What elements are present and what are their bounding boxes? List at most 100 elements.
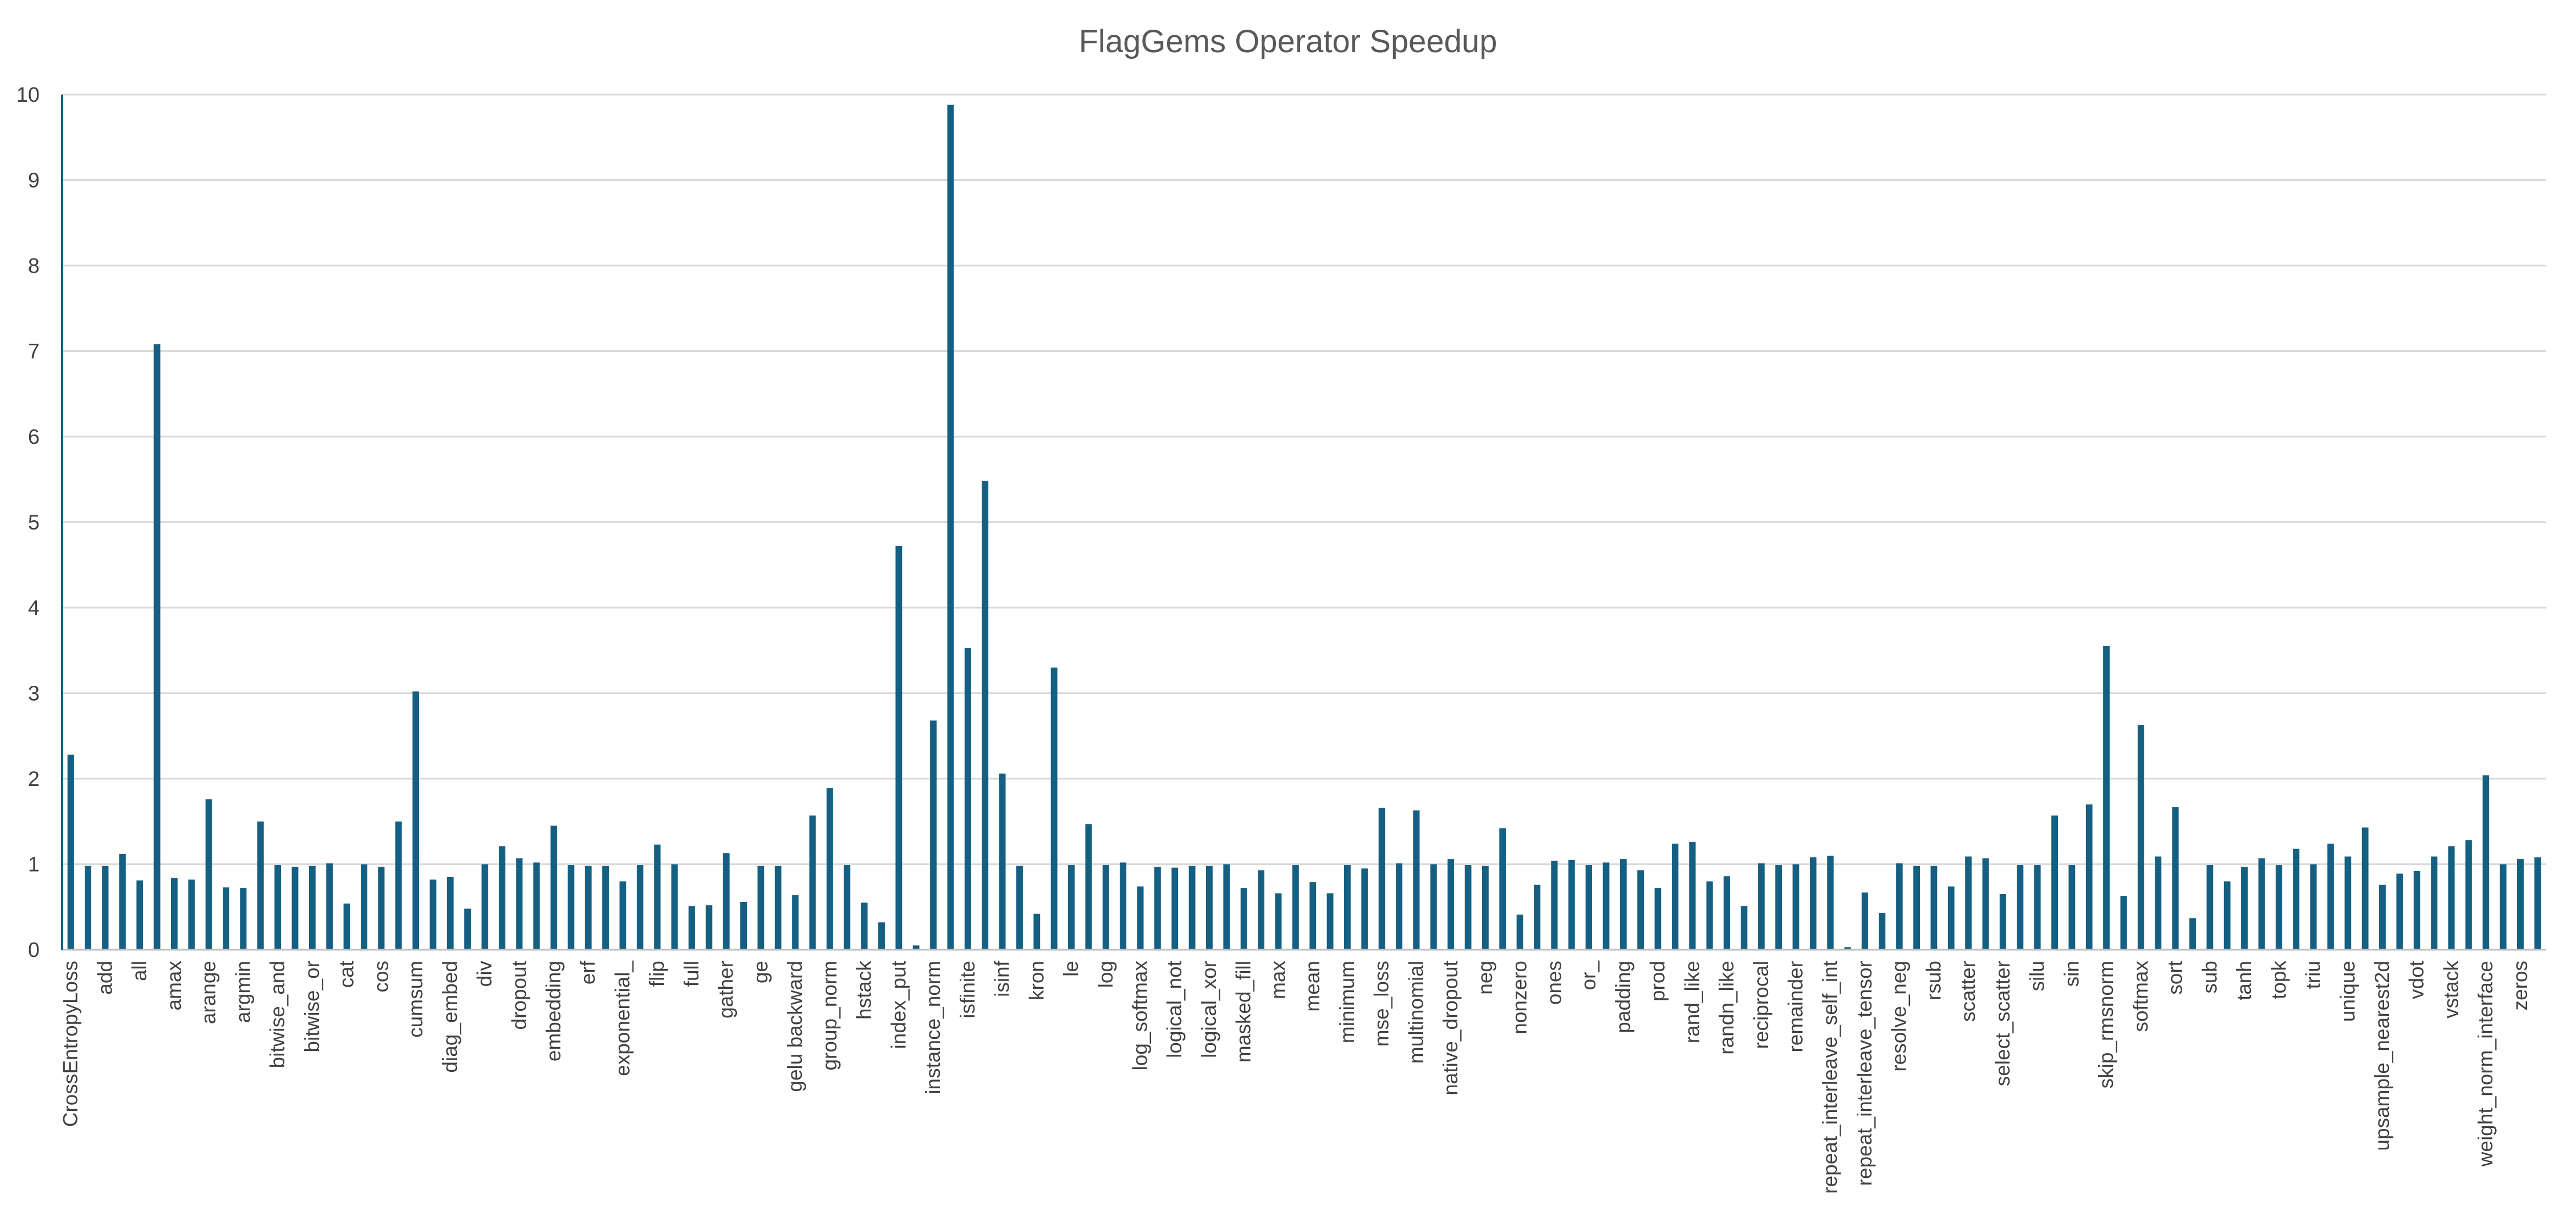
bar <box>1154 867 1161 950</box>
bar <box>585 866 592 950</box>
x-tick-label: full <box>680 961 703 987</box>
x-tick-label: reciprocal <box>1750 961 1773 1049</box>
bar <box>2327 844 2334 950</box>
y-tick-label: 10 <box>16 84 40 107</box>
bar <box>2413 871 2420 950</box>
bar <box>2310 864 2317 950</box>
x-tick-label: div <box>474 961 496 987</box>
x-tick-label: log_softmax <box>1129 961 1152 1071</box>
bar <box>1499 828 1506 950</box>
bar <box>2172 807 2179 950</box>
bar <box>430 879 437 950</box>
bar <box>1913 866 1920 950</box>
x-tick-label: isfinite <box>956 961 979 1018</box>
y-tick-label: 7 <box>28 340 40 364</box>
y-tick-label: 2 <box>28 768 40 791</box>
bar <box>1344 865 1351 950</box>
x-tick-label: padding <box>1612 961 1634 1033</box>
bar <box>309 866 316 950</box>
bar <box>378 867 385 950</box>
y-tick-label: 0 <box>28 939 40 962</box>
bar <box>1275 893 1282 950</box>
x-tick-label: mse_loss <box>1370 961 1393 1047</box>
bar <box>930 720 937 950</box>
bar <box>1240 888 1247 950</box>
x-tick-label: hstack <box>853 961 876 1020</box>
x-tick-label: triu <box>2302 961 2325 989</box>
x-tick-label: sin <box>2060 961 2083 987</box>
x-tick-label: rsub <box>1922 961 1945 1000</box>
x-tick-label: argmin <box>232 961 254 1023</box>
bar <box>67 755 74 950</box>
bars <box>67 104 2541 950</box>
y-tick-label: 3 <box>28 682 40 706</box>
x-tick-label: repeat_interleave_self_int <box>1819 960 1841 1193</box>
bar <box>1930 866 1937 950</box>
bar <box>1741 906 1748 950</box>
bar <box>602 866 609 950</box>
bar <box>1361 868 1368 950</box>
bar <box>119 853 126 950</box>
bar <box>861 902 868 950</box>
x-tick-label: sub <box>2198 961 2221 994</box>
bar <box>2137 725 2144 950</box>
bar <box>636 865 643 950</box>
bar <box>878 922 885 950</box>
bar <box>1724 876 1730 950</box>
x-tick-label: skip_rmsnorm <box>2095 961 2117 1088</box>
bar <box>1689 842 1696 950</box>
bar <box>982 481 989 950</box>
bar <box>2034 865 2041 950</box>
bar <box>2258 858 2265 950</box>
bar <box>102 866 109 950</box>
bar <box>671 864 678 950</box>
x-tick-label: flip <box>646 961 668 987</box>
bar <box>2500 864 2507 950</box>
bar <box>1654 888 1661 950</box>
bar <box>740 901 747 950</box>
bar <box>343 904 350 950</box>
bar <box>2379 884 2386 950</box>
bar <box>2517 859 2524 950</box>
x-tick-label: upsample_nearest2d <box>2371 961 2393 1151</box>
x-tick-label: tanh <box>2233 961 2255 1000</box>
bar <box>395 821 402 950</box>
bar <box>568 865 575 950</box>
bar <box>1879 913 1886 950</box>
bar <box>136 880 144 950</box>
bar <box>964 648 971 950</box>
bar <box>188 879 195 950</box>
bar <box>1896 863 1903 950</box>
bar <box>533 862 540 950</box>
x-tick-label: amax <box>163 961 185 1011</box>
x-tick-label: arange <box>197 961 220 1024</box>
x-tick-label: erf <box>577 960 599 984</box>
x-tick-label: weight_norm_interface <box>2474 961 2497 1167</box>
x-tick-label: bitwise_or <box>301 961 323 1053</box>
bar <box>1102 865 1109 950</box>
bar <box>85 866 92 950</box>
bar <box>2051 815 2058 950</box>
bar <box>1068 865 1075 950</box>
x-tick-label: ge <box>749 961 772 983</box>
bar <box>2189 918 2196 950</box>
bar <box>757 866 764 950</box>
bar <box>1758 863 1765 950</box>
bar <box>2275 865 2282 950</box>
bar <box>2483 775 2490 950</box>
bar <box>706 905 713 950</box>
x-tick-label: topk <box>2267 961 2290 999</box>
bar <box>1188 866 1196 950</box>
bar <box>1206 866 1213 950</box>
x-tick-label: remainder <box>1784 961 1807 1053</box>
bar <box>2068 865 2076 950</box>
bar <box>257 821 264 950</box>
bar <box>1413 810 1420 950</box>
bar <box>1568 860 1575 950</box>
bar <box>1827 855 1834 950</box>
bar <box>1999 894 2006 950</box>
y-tick-label: 4 <box>28 597 40 620</box>
y-tick-label: 8 <box>28 255 40 278</box>
bar <box>1120 862 1127 950</box>
x-tick-label: vstack <box>2440 961 2462 1018</box>
